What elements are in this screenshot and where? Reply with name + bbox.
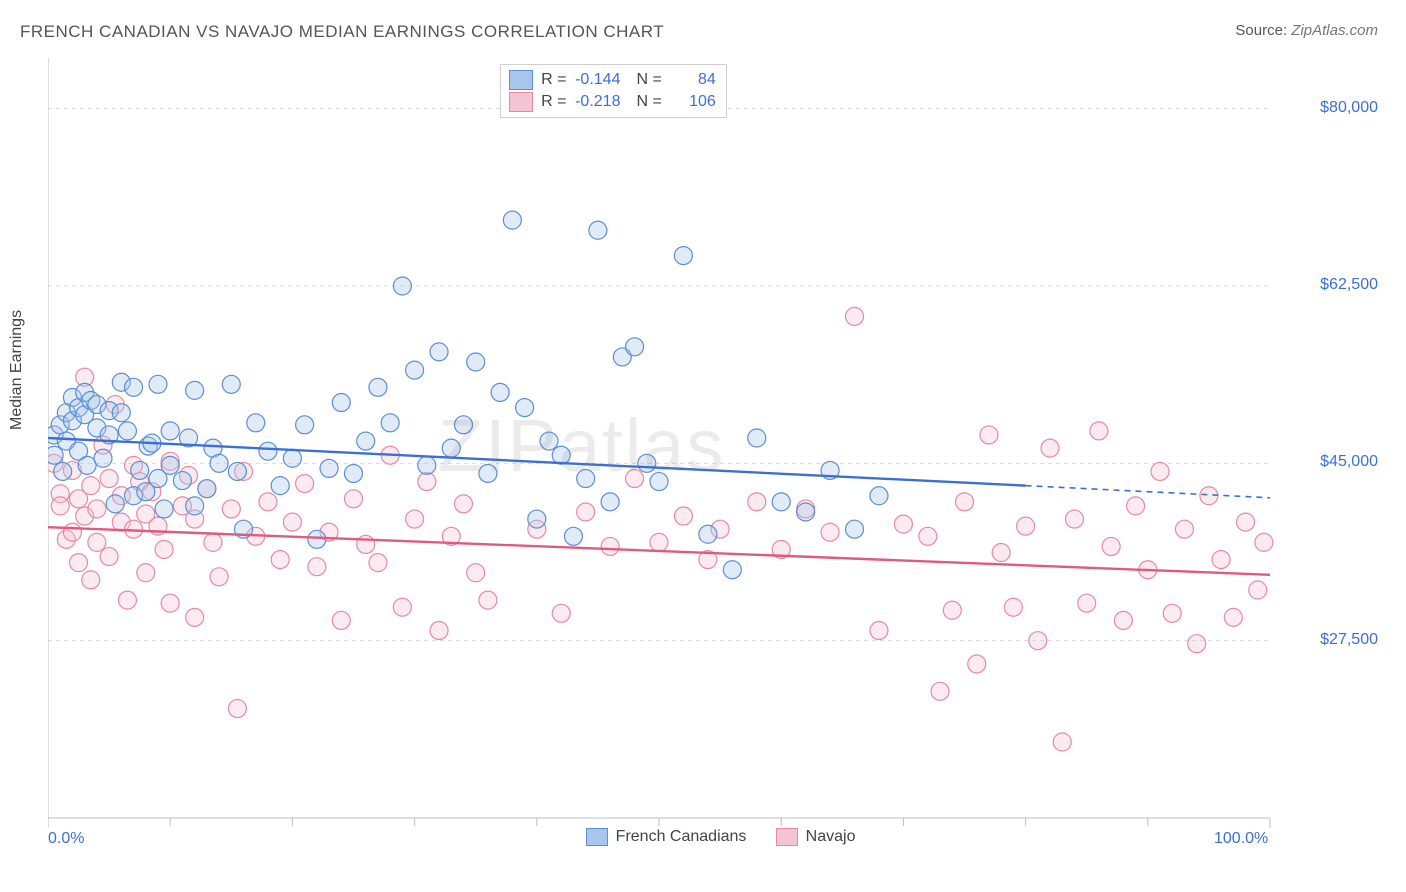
n-label: N =: [636, 91, 661, 113]
series-swatch: [509, 70, 533, 90]
chart-title: FRENCH CANADIAN VS NAVAJO MEDIAN EARNING…: [20, 22, 664, 42]
stats-row: R = -0.218 N = 106: [509, 91, 716, 113]
stats-row: R = -0.144 N = 84: [509, 69, 716, 91]
source-attribution: Source: ZipAtlas.com: [1235, 22, 1378, 39]
n-value: 106: [668, 91, 716, 113]
r-value: -0.144: [572, 69, 620, 91]
x-tick-label: 100.0%: [1214, 830, 1268, 848]
plot-area: ZIPatlas R =-0.144N =84R =-0.218N =106: [48, 58, 1370, 832]
source-label: Source:: [1235, 22, 1287, 39]
r-value: -0.218: [572, 91, 620, 113]
legend-label: French Canadians: [616, 828, 747, 846]
r-label: R =: [541, 69, 566, 91]
n-value: 84: [668, 69, 716, 91]
y-tick-label: $62,500: [1320, 276, 1378, 294]
series-swatch: [509, 92, 533, 112]
y-tick-label: $27,500: [1320, 631, 1378, 649]
correlation-stats-box: R = -0.144 N = 84 R = -0.218 N = 106: [500, 64, 727, 118]
source-value: ZipAtlas.com: [1291, 22, 1378, 39]
legend-swatch: [586, 828, 608, 846]
r-label: R =: [541, 91, 566, 113]
y-tick-label: $80,000: [1320, 99, 1378, 117]
legend-swatch: [776, 828, 798, 846]
x-tick-label: 0.0%: [48, 830, 84, 848]
legend-item: Navajo: [776, 828, 856, 846]
legend-item: French Canadians: [586, 828, 747, 846]
y-tick-label: $45,000: [1320, 453, 1378, 471]
n-label: N =: [636, 69, 661, 91]
legend-label: Navajo: [806, 828, 856, 846]
y-axis-label: Median Earnings: [8, 310, 26, 430]
scatter-plot-svg: [48, 58, 1370, 832]
